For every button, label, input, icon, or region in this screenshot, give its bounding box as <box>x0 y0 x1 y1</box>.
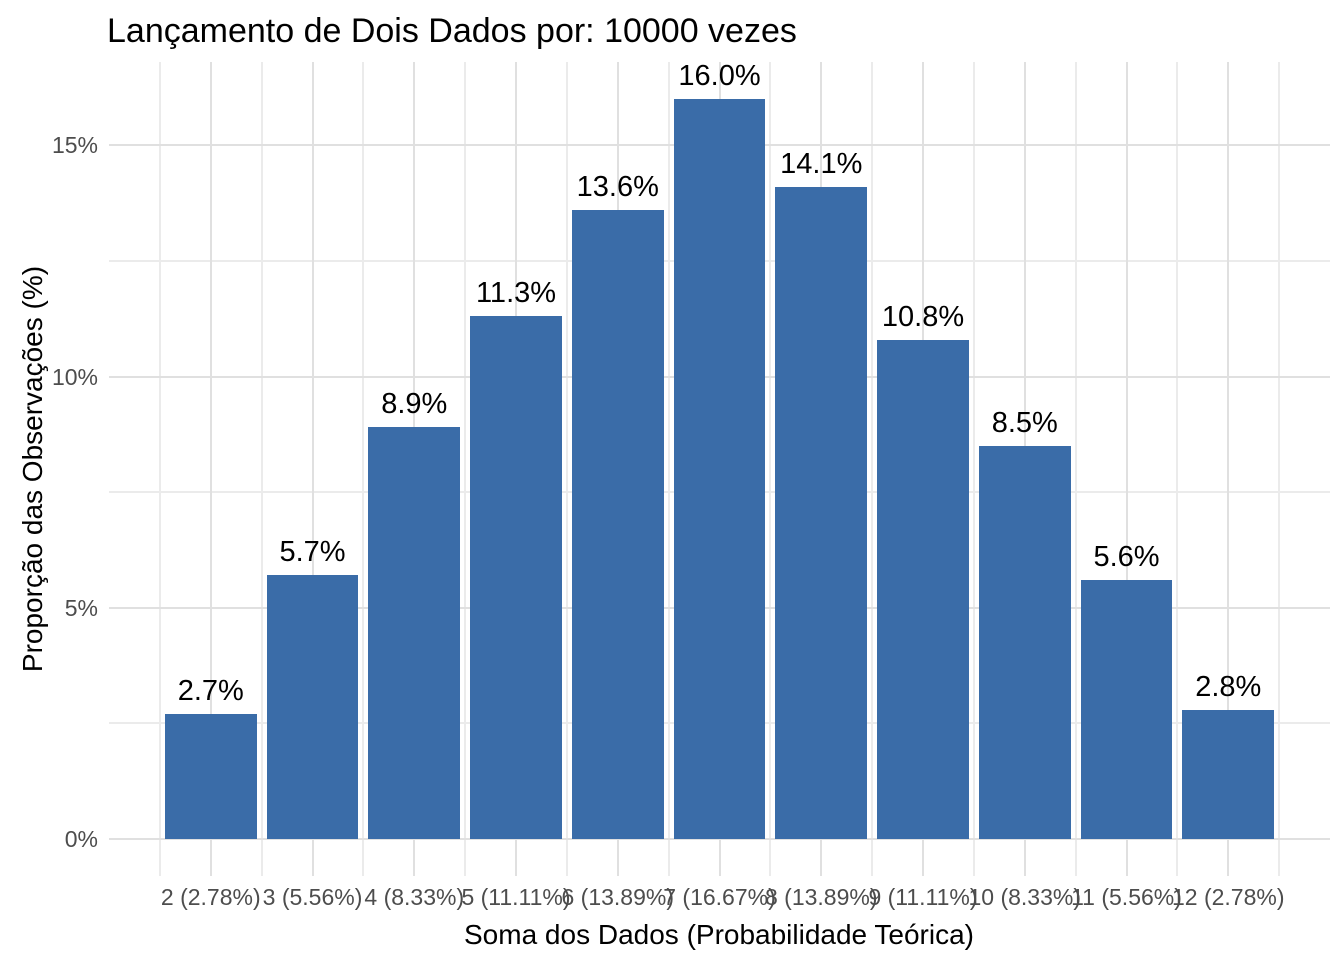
bar <box>164 714 257 839</box>
minor-vertical-gridline <box>362 62 365 876</box>
x-tick-label: 10 (8.33%) <box>968 884 1081 910</box>
minor-vertical-gridline <box>769 62 772 876</box>
x-axis-title: Soma dos Dados (Probabilidade Teórica) <box>464 919 974 950</box>
plot-area: 2.7% 5.7% 8.9% 11.3% 13.6% 16.0% 14.1% 10.8% 8.5… <box>109 62 1330 876</box>
minor-vertical-gridline <box>1278 62 1281 876</box>
bar-value-label: 5.6% <box>1093 541 1160 573</box>
bar <box>877 339 969 839</box>
x-tick-label: 4 (8.33%) <box>364 884 465 910</box>
major-vertical-gridline <box>209 62 212 876</box>
major-vertical-gridline <box>1227 62 1230 876</box>
bar-value-label: 14.1% <box>780 147 863 180</box>
x-tick-label: 3 (5.56%) <box>262 884 363 910</box>
minor-vertical-gridline <box>667 62 670 876</box>
bar <box>673 99 766 839</box>
minor-vertical-gridline <box>158 62 161 876</box>
minor-vertical-gridline <box>1176 62 1179 876</box>
bar-value-label: 11.3% <box>475 277 557 310</box>
bar <box>266 575 359 839</box>
minor-vertical-gridline <box>972 62 975 876</box>
major-vertical-gridline <box>1125 62 1128 876</box>
bar-value-label: 2.7% <box>177 675 244 708</box>
x-tick-label: 7 (16.67%) <box>663 884 776 910</box>
bar-value-label: 2.8% <box>1195 670 1262 703</box>
bar <box>1080 580 1173 839</box>
chart-title: Lançamento de Dois Dados por: 10000 veze… <box>107 12 797 50</box>
x-tick-label: 12 (2.78%) <box>1171 884 1285 910</box>
y-axis-title: Proporção das Observações (%) <box>17 265 48 673</box>
y-tick-label: 10% <box>51 363 98 390</box>
minor-vertical-gridline <box>871 62 874 876</box>
x-tick-label: 5 (11.11%) <box>461 884 571 910</box>
x-tick-label: 6 (13.89%) <box>561 884 674 910</box>
bar-value-label: 16.0% <box>678 60 761 92</box>
bar-value-label: 10.8% <box>881 300 965 333</box>
x-tick-label: 9 (11.11%) <box>868 884 978 910</box>
minor-vertical-gridline <box>464 62 467 876</box>
bar <box>1182 709 1275 839</box>
bar <box>368 427 461 839</box>
major-vertical-gridline <box>311 62 314 876</box>
minor-vertical-gridline <box>565 62 568 876</box>
bar-value-label: 13.6% <box>576 171 659 203</box>
bar-value-label: 5.7% <box>279 536 346 569</box>
y-tick-label: 0% <box>64 826 98 852</box>
bar <box>775 186 868 839</box>
bar-value-label: 8.5% <box>991 406 1058 439</box>
y-tick-label: 15% <box>51 132 98 159</box>
bar <box>978 445 1071 839</box>
bar-value-label: 8.9% <box>381 388 448 421</box>
x-tick-label: 2 (2.78%) <box>160 884 261 910</box>
bar <box>571 210 664 839</box>
minor-vertical-gridline <box>260 62 263 876</box>
x-tick-label: 8 (13.89%) <box>764 884 878 910</box>
bar <box>470 316 562 839</box>
y-tick-label: 5% <box>64 594 98 621</box>
minor-vertical-gridline <box>1074 62 1077 876</box>
x-tick-label: 11 (5.56%) <box>1071 884 1182 910</box>
